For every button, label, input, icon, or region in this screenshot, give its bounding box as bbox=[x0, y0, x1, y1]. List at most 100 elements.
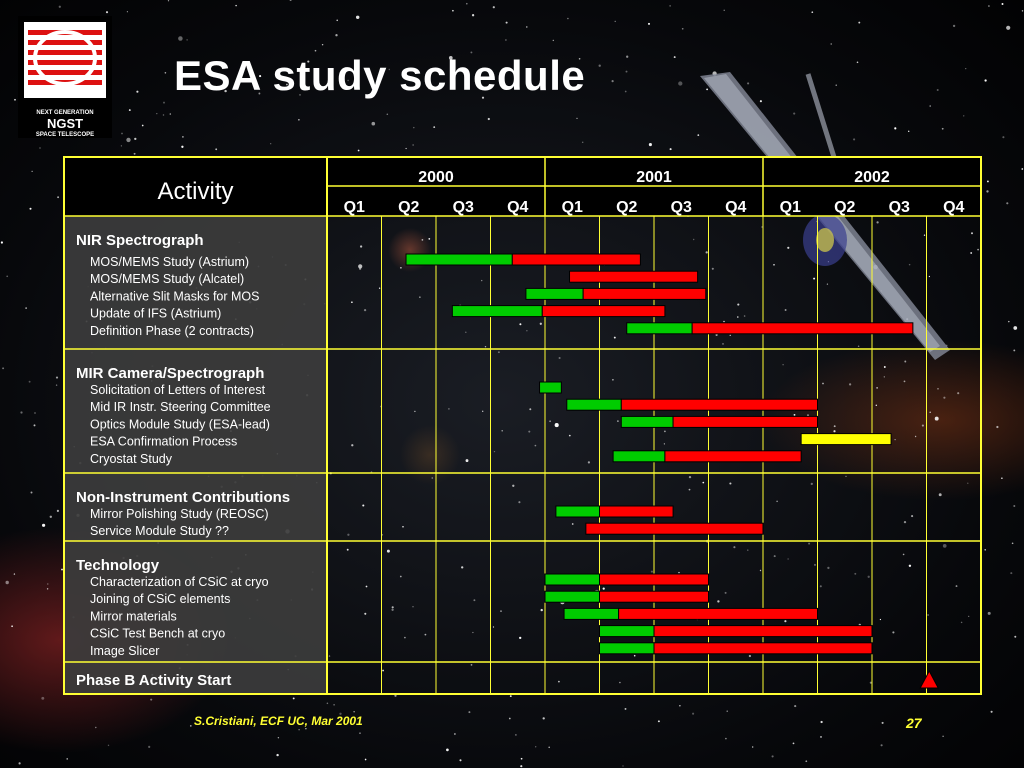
star bbox=[55, 376, 59, 379]
task-label: Mid IR Instr. Steering Committee bbox=[90, 400, 271, 414]
star bbox=[705, 251, 708, 254]
star bbox=[355, 15, 360, 20]
task-bar-green bbox=[544, 590, 600, 603]
task-bar-green bbox=[525, 287, 584, 300]
star bbox=[402, 526, 404, 528]
star bbox=[1008, 320, 1010, 323]
star bbox=[996, 425, 999, 429]
star bbox=[120, 145, 123, 147]
star bbox=[558, 356, 561, 360]
star bbox=[505, 39, 507, 41]
quarter-label: Q1 bbox=[780, 199, 801, 216]
star bbox=[386, 113, 389, 115]
star bbox=[493, 450, 496, 453]
star bbox=[1001, 477, 1003, 479]
star bbox=[235, 4, 237, 7]
star bbox=[598, 64, 601, 67]
task-bar-red bbox=[618, 607, 819, 620]
star bbox=[55, 384, 58, 386]
star bbox=[412, 606, 414, 608]
star bbox=[987, 611, 991, 615]
star bbox=[428, 238, 431, 240]
star bbox=[25, 307, 27, 309]
star bbox=[470, 664, 473, 666]
star bbox=[57, 196, 60, 199]
star bbox=[105, 11, 109, 14]
task-bar-red bbox=[569, 270, 699, 283]
star bbox=[967, 482, 969, 484]
task-label: MOS/MEMS Study (Alcatel) bbox=[90, 272, 244, 286]
star bbox=[706, 88, 708, 91]
star bbox=[833, 430, 836, 433]
star bbox=[697, 134, 700, 136]
star bbox=[471, 14, 475, 17]
star bbox=[820, 720, 823, 724]
star bbox=[725, 737, 727, 740]
star bbox=[215, 148, 218, 151]
star bbox=[186, 39, 188, 41]
task-bar-green bbox=[599, 642, 655, 655]
star bbox=[903, 380, 906, 383]
ngst-logo-graphic: NEXT GENERATION NGST SPACE TELESCOPE bbox=[24, 22, 106, 138]
star bbox=[669, 148, 672, 151]
star bbox=[466, 2, 468, 5]
star bbox=[431, 477, 434, 479]
star bbox=[452, 9, 454, 12]
task-label: Solicitation of Letters of Interest bbox=[90, 383, 266, 397]
star bbox=[446, 748, 449, 752]
star bbox=[534, 444, 537, 447]
star bbox=[726, 710, 728, 712]
star bbox=[487, 117, 490, 121]
star bbox=[167, 0, 170, 2]
star bbox=[792, 742, 795, 745]
star bbox=[126, 137, 131, 143]
star bbox=[857, 345, 860, 347]
star bbox=[517, 59, 520, 62]
star bbox=[141, 124, 144, 127]
task-bar-red bbox=[541, 305, 666, 318]
star bbox=[722, 343, 724, 345]
star bbox=[663, 443, 666, 445]
star bbox=[270, 143, 272, 145]
star bbox=[353, 711, 355, 713]
star bbox=[624, 90, 627, 93]
star bbox=[121, 132, 123, 135]
star bbox=[971, 232, 973, 235]
star bbox=[984, 79, 987, 82]
star bbox=[421, 239, 424, 241]
milestone-marker bbox=[919, 669, 940, 689]
star bbox=[567, 17, 569, 20]
star bbox=[326, 702, 329, 705]
star bbox=[473, 599, 476, 602]
task-bar-red bbox=[653, 625, 873, 638]
star bbox=[359, 732, 361, 734]
task-label: Optics Module Study (ESA-lead) bbox=[90, 417, 270, 431]
star bbox=[347, 79, 349, 82]
star bbox=[929, 411, 931, 413]
star bbox=[986, 180, 989, 183]
star bbox=[31, 170, 33, 172]
star bbox=[34, 412, 36, 414]
star bbox=[391, 608, 394, 611]
star bbox=[835, 84, 837, 86]
star bbox=[276, 753, 279, 757]
star bbox=[328, 655, 331, 657]
star bbox=[711, 267, 714, 270]
star bbox=[164, 72, 167, 74]
star bbox=[336, 19, 338, 22]
star bbox=[773, 263, 775, 266]
star bbox=[414, 410, 416, 413]
task-bar-red bbox=[691, 322, 914, 335]
star bbox=[305, 728, 307, 730]
star bbox=[927, 614, 929, 616]
star bbox=[298, 119, 300, 121]
star bbox=[520, 757, 523, 760]
star bbox=[39, 147, 41, 149]
star bbox=[519, 323, 522, 326]
star bbox=[526, 330, 528, 332]
star bbox=[509, 695, 512, 697]
star bbox=[879, 618, 882, 621]
star bbox=[29, 207, 32, 210]
star bbox=[400, 266, 402, 269]
star bbox=[428, 87, 431, 90]
